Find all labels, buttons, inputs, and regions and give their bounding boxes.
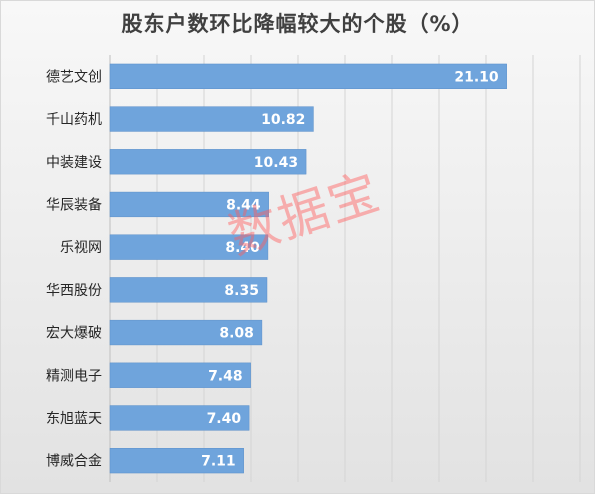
value-label-6: 8.08 [219,326,254,342]
category-label-0: 德艺文创 [46,69,102,85]
category-label-7: 精测电子 [46,368,102,384]
value-label-3: 8.44 [226,197,261,213]
bar-4 [109,234,269,260]
value-label-8: 7.40 [207,411,242,427]
bar-9 [109,448,244,474]
value-label-5: 8.35 [224,283,259,299]
value-label-2: 10.43 [254,155,298,171]
category-label-5: 华西股份 [46,283,102,299]
chart-title: 股东户数环比降幅较大的个股（%） [121,12,474,36]
bar-3 [109,191,269,218]
bar-0 [109,63,507,89]
category-label-4: 乐视网 [60,240,102,256]
bar-2 [109,149,307,175]
value-label-1: 10.82 [261,112,305,128]
bar-1 [109,106,314,132]
category-label-3: 华辰装备 [46,196,102,213]
value-label-9: 7.11 [201,454,236,470]
bar-6 [109,319,263,346]
category-label-6: 宏大爆破 [46,326,102,342]
bar-5 [109,277,268,303]
value-label-4: 8.40 [225,240,260,256]
value-label-0: 21.10 [454,69,499,85]
category-label-2: 中装建设 [46,155,102,171]
category-label-9: 博威合金 [46,453,102,470]
category-label-8: 东旭蓝天 [46,411,102,427]
category-label-1: 千山药机 [46,112,102,128]
bar-7 [109,362,251,388]
value-label-7: 7.48 [208,368,243,384]
bar-8 [109,405,250,431]
